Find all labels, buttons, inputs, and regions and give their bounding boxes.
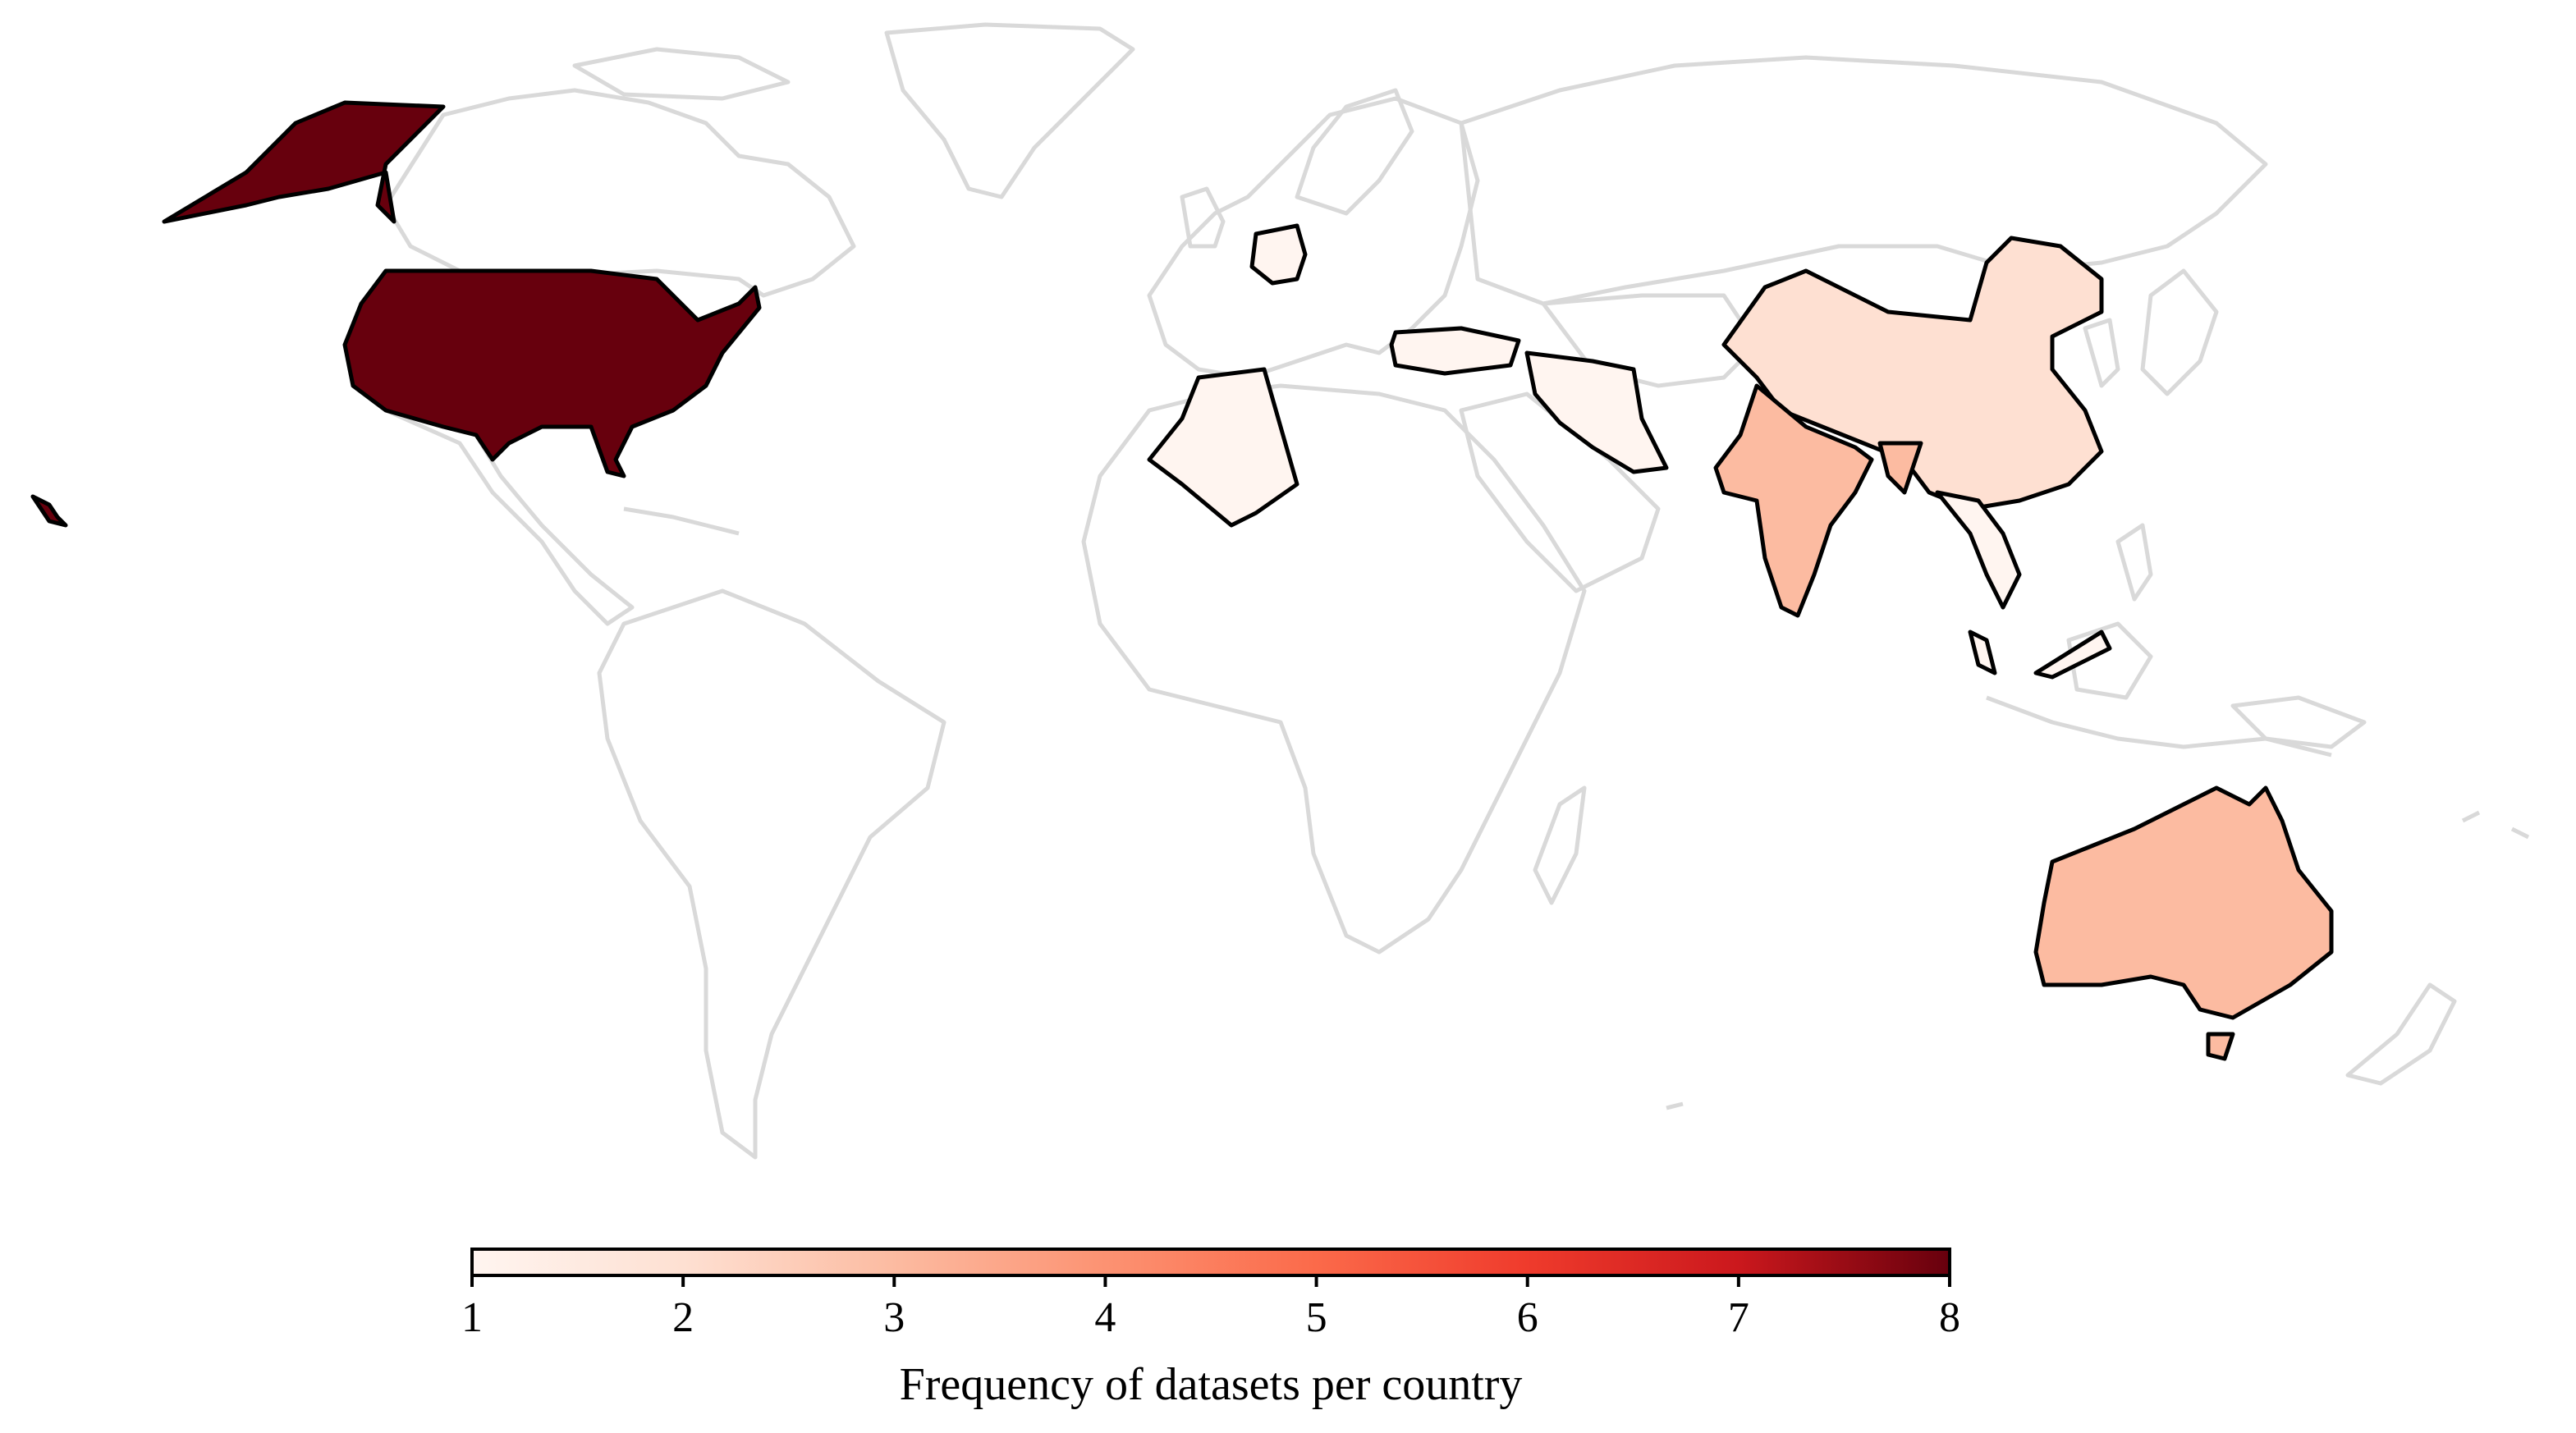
landmass-south-america <box>597 588 947 1160</box>
country-malaysia <box>1968 630 2112 680</box>
landmass-russia <box>1459 55 2268 306</box>
landmass-africa <box>1081 383 1587 955</box>
country-bangladesh <box>1877 441 1923 495</box>
landmass-philippines <box>2115 523 2153 602</box>
landmass-indonesia <box>1986 695 2332 758</box>
country-india <box>1713 383 1874 618</box>
country-turkey <box>1389 326 1521 376</box>
country-china <box>1721 236 2104 511</box>
country-algeria <box>1147 367 1299 528</box>
colorbar-tick-label: 5 <box>1306 1294 1327 1341</box>
landmass-pacific-islands <box>1666 810 2530 1110</box>
landmass-arctic-islands <box>572 47 791 101</box>
colorbar-gradient <box>470 1248 1951 1277</box>
highlighted-countries <box>30 100 2334 1061</box>
colorbar-tick-label: 4 <box>1094 1294 1116 1341</box>
country-germany <box>1249 223 1308 286</box>
landmass-scandinavia <box>1295 88 1414 216</box>
country-thailand <box>1935 490 2022 610</box>
country-usa-alaska <box>162 100 446 224</box>
colorbar-tick-label: 2 <box>672 1294 694 1341</box>
country-australia-tasmania <box>2206 1032 2235 1061</box>
colorbar-tick-label: 3 <box>883 1294 905 1341</box>
colorbar-label: Frequency of datasets per country <box>900 1359 1523 1410</box>
colorbar-ticks: 1 2 3 4 5 6 7 8 <box>461 1275 1960 1341</box>
country-usa <box>342 268 762 478</box>
colorbar: 1 2 3 4 5 6 7 8 Frequency of datasets per count… <box>461 1248 1960 1410</box>
country-australia <box>2033 785 2334 1020</box>
colorbar-tick-label: 1 <box>461 1294 483 1341</box>
landmass-new-guinea <box>2230 695 2367 749</box>
country-usa-hawaii <box>30 494 68 528</box>
colorbar-tick-label: 8 <box>1939 1294 1960 1341</box>
colorbar-tick-label: 6 <box>1517 1294 1538 1341</box>
landmass-new-zealand <box>2345 982 2457 1086</box>
country-iran <box>1524 350 1669 474</box>
landmass-uk <box>1180 186 1226 249</box>
landmass-madagascar <box>1533 785 1587 905</box>
landmass-korea <box>2083 318 2120 388</box>
colorbar-tick-label: 7 <box>1728 1294 1749 1341</box>
landmass-canada <box>383 88 856 298</box>
landmass-caribbean <box>623 506 740 536</box>
landmass-japan <box>2140 268 2219 396</box>
landmass-borneo <box>2066 621 2153 700</box>
landmass-greenland <box>884 22 1135 199</box>
